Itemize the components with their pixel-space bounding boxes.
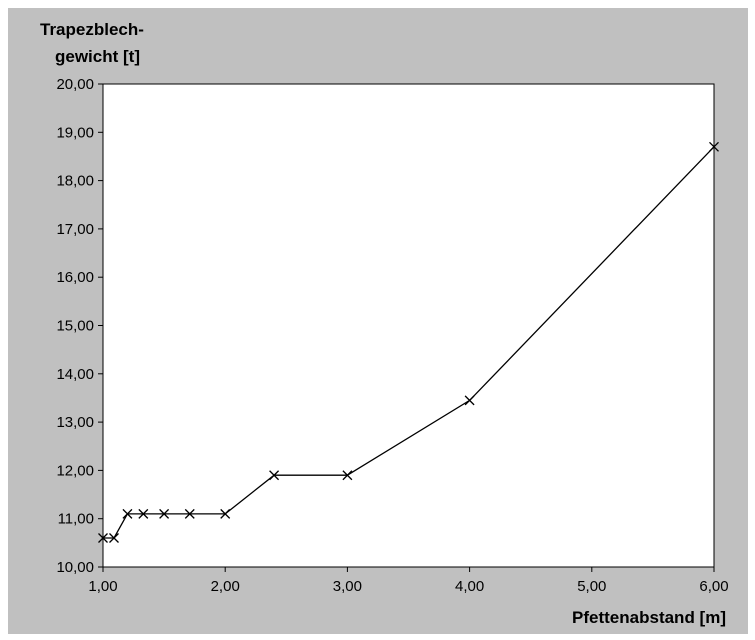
y-tick-label-4: 14,00 [56,366,94,383]
y-axis-label-line-1: Trapezblech- [40,20,144,39]
x-axis-label: Pfettenabstand [m] [572,608,726,627]
data-point-7 [269,470,280,481]
data-point-0 [98,533,108,543]
plot-area [102,83,715,568]
line-chart: 10,00 11,00 12,00 13,00 14,00 15,00 16,00 17,00… [56,76,728,595]
y-tick-label-0: 10,00 [56,559,94,576]
x-tick-label-0: 1,00 [88,578,117,595]
y-tick-label-2: 12,00 [56,462,94,479]
x-tick-label-4: 5,00 [577,578,606,595]
y-tick-label-3: 13,00 [56,414,94,431]
data-point-8 [342,470,353,481]
y-tick-label-7: 17,00 [56,221,94,238]
data-point-9 [464,395,475,406]
y-tick-label-10: 20,00 [56,76,94,93]
y-axis-label-line-2: gewicht [t] [55,47,140,66]
y-tick-label-8: 18,00 [56,173,94,190]
data-point-1 [109,533,119,543]
data-point-3 [138,508,149,519]
y-tick-label-5: 15,00 [56,318,94,335]
y-tick-label-1: 11,00 [58,511,94,528]
x-tick-label-5: 6,00 [699,578,728,595]
x-tick-label-2: 3,00 [333,578,362,595]
data-point-10 [709,141,719,152]
data-point-2 [122,508,133,519]
data-point-4 [159,508,170,519]
x-tick-label-1: 2,00 [211,578,240,595]
chart-panel: Trapezblech- gewicht [t] 10,00 11,00 12,00… [8,8,748,634]
data-point-5 [184,508,195,519]
data-point-6 [220,508,231,519]
y-tick-label-9: 19,00 [56,124,94,141]
x-tick-label-3: 4,00 [455,578,484,595]
y-tick-label-6: 16,00 [56,269,94,286]
